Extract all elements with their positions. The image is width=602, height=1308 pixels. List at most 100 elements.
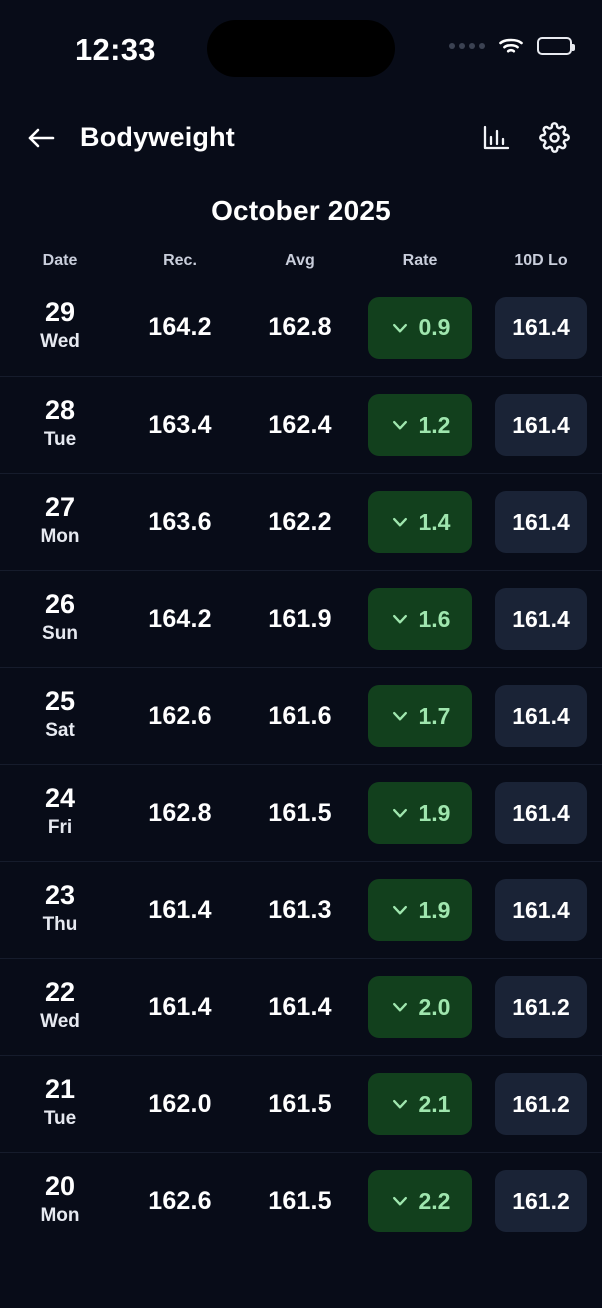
- table-row[interactable]: 27 Mon 163.6 162.2 1.4 161.4: [0, 473, 602, 570]
- row-avg-value: 161.9: [268, 604, 332, 633]
- row-day-number: 23: [44, 879, 76, 910]
- row-rate-cell: 1.9: [360, 782, 480, 844]
- row-avg-cell: 161.5: [240, 1090, 360, 1119]
- row-avg-cell: 161.6: [240, 702, 360, 731]
- column-header-date: Date: [42, 252, 78, 269]
- row-10d-lo-cell: 161.4: [480, 588, 602, 650]
- 10d-lo-badge[interactable]: 161.4: [495, 588, 587, 650]
- row-avg-cell: 161.9: [240, 605, 360, 634]
- rate-badge[interactable]: 1.7: [368, 685, 472, 747]
- chevron-down-icon: [390, 512, 410, 532]
- rate-badge[interactable]: 1.6: [368, 588, 472, 650]
- row-date: 28 Tue: [0, 395, 120, 454]
- page-title: Bodyweight: [80, 122, 235, 152]
- row-rec-value: 162.6: [148, 701, 212, 730]
- battery-full-icon: [537, 37, 575, 55]
- row-date: 20 Mon: [0, 1170, 120, 1230]
- row-date: 21 Tue: [0, 1074, 120, 1133]
- row-weekday: Tue: [43, 428, 77, 450]
- table-row[interactable]: 21 Tue 162.0 161.5 2.1 161.2: [0, 1055, 602, 1152]
- row-10d-lo-value: 161.4: [512, 605, 570, 632]
- row-rec-value: 161.4: [148, 992, 212, 1021]
- rate-badge[interactable]: 2.2: [368, 1170, 472, 1232]
- row-10d-lo-cell: 161.4: [480, 394, 602, 456]
- 10d-lo-badge[interactable]: 161.4: [495, 296, 587, 359]
- 10d-lo-badge[interactable]: 161.2: [495, 976, 587, 1038]
- table-row[interactable]: 26 Sun 164.2 161.9 1.6 161.4: [0, 570, 602, 667]
- row-rate-value: 1.6: [418, 605, 451, 632]
- row-rec-cell: 161.4: [120, 896, 240, 925]
- navigation-bar: Bodyweight: [0, 95, 602, 180]
- table-row[interactable]: 29 Wed 164.2 162.8 0.9 161.4: [0, 279, 602, 376]
- 10d-lo-badge[interactable]: 161.2: [495, 1073, 587, 1135]
- row-weekday: Wed: [40, 1010, 80, 1032]
- row-day-number: 20: [44, 1170, 76, 1201]
- row-date: 22 Wed: [0, 976, 120, 1036]
- 10d-lo-badge[interactable]: 161.4: [495, 685, 587, 747]
- row-avg-cell: 162.4: [240, 411, 360, 440]
- chevron-down-icon: [390, 1191, 410, 1211]
- 10d-lo-badge[interactable]: 161.4: [495, 394, 587, 456]
- row-rate-cell: 1.4: [360, 491, 480, 553]
- row-10d-lo-cell: 161.4: [480, 782, 602, 844]
- row-10d-lo-value: 161.4: [512, 702, 570, 729]
- row-day-number: 26: [44, 588, 76, 619]
- table-row[interactable]: 24 Fri 162.8 161.5 1.9 161.4: [0, 764, 602, 861]
- row-rec-cell: 162.6: [120, 702, 240, 731]
- row-rate-cell: 2.0: [360, 976, 480, 1038]
- row-weekday: Sat: [45, 719, 75, 741]
- row-avg-value: 161.5: [268, 798, 332, 827]
- table-row[interactable]: 28 Tue 163.4 162.4 1.2 161.4: [0, 376, 602, 473]
- row-rec-value: 161.4: [148, 895, 212, 924]
- row-rec-value: 163.4: [148, 410, 212, 439]
- table-row[interactable]: 25 Sat 162.6 161.6 1.7 161.4: [0, 667, 602, 764]
- rate-badge[interactable]: 2.0: [368, 976, 472, 1038]
- row-weekday: Fri: [47, 816, 73, 838]
- rate-badge[interactable]: 0.9: [368, 296, 472, 359]
- row-10d-lo-cell: 161.2: [480, 1073, 602, 1135]
- row-10d-lo-value: 161.4: [512, 896, 570, 923]
- column-header-rate: Rate: [402, 252, 438, 269]
- 10d-lo-badge[interactable]: 161.4: [495, 491, 587, 553]
- row-day-number: 27: [44, 491, 76, 522]
- row-rec-cell: 161.4: [120, 993, 240, 1022]
- row-rec-value: 162.8: [148, 798, 212, 827]
- table-column-headers: Date Rec. Avg Rate 10D Lo: [0, 243, 602, 279]
- row-10d-lo-value: 161.2: [512, 1090, 570, 1117]
- row-weekday: Tue: [43, 1107, 77, 1129]
- 10d-lo-badge[interactable]: 161.4: [495, 879, 587, 941]
- row-rate-value: 2.2: [418, 1187, 451, 1214]
- 10d-lo-badge[interactable]: 161.4: [495, 782, 587, 844]
- row-date: 26 Sun: [0, 588, 120, 648]
- row-avg-value: 162.2: [268, 507, 332, 536]
- rate-badge[interactable]: 1.2: [368, 394, 472, 456]
- 10d-lo-badge[interactable]: 161.2: [495, 1170, 587, 1232]
- table-row[interactable]: 20 Mon 162.6 161.5 2.2 161.2: [0, 1152, 602, 1249]
- rate-badge[interactable]: 1.9: [368, 879, 472, 941]
- row-rate-cell: 1.2: [360, 394, 480, 456]
- gear-icon[interactable]: [532, 116, 576, 160]
- row-weekday: Wed: [40, 331, 80, 353]
- back-arrow-icon[interactable]: [18, 115, 64, 161]
- row-date: 27 Mon: [0, 491, 120, 551]
- row-rate-value: 1.7: [418, 702, 451, 729]
- table-row[interactable]: 22 Wed 161.4 161.4 2.0 161.2: [0, 958, 602, 1055]
- bar-chart-icon[interactable]: [474, 116, 518, 160]
- rate-badge[interactable]: 2.1: [368, 1073, 472, 1135]
- table-row[interactable]: 23 Thu 161.4 161.3 1.9 161.4: [0, 861, 602, 958]
- row-avg-value: 161.4: [268, 992, 332, 1021]
- row-rate-cell: 2.1: [360, 1073, 480, 1135]
- row-date: 29 Wed: [0, 298, 120, 356]
- row-avg-cell: 161.4: [240, 993, 360, 1022]
- row-weekday: Sun: [42, 622, 78, 644]
- row-rate-cell: 1.6: [360, 588, 480, 650]
- signal-dots-icon: [449, 43, 485, 49]
- rate-badge[interactable]: 1.4: [368, 491, 472, 553]
- rate-badge[interactable]: 1.9: [368, 782, 472, 844]
- row-10d-lo-cell: 161.4: [480, 879, 602, 941]
- row-10d-lo-value: 161.2: [512, 993, 570, 1020]
- row-day-number: 22: [44, 976, 76, 1007]
- chevron-down-icon: [390, 803, 410, 823]
- row-rec-cell: 164.2: [120, 605, 240, 634]
